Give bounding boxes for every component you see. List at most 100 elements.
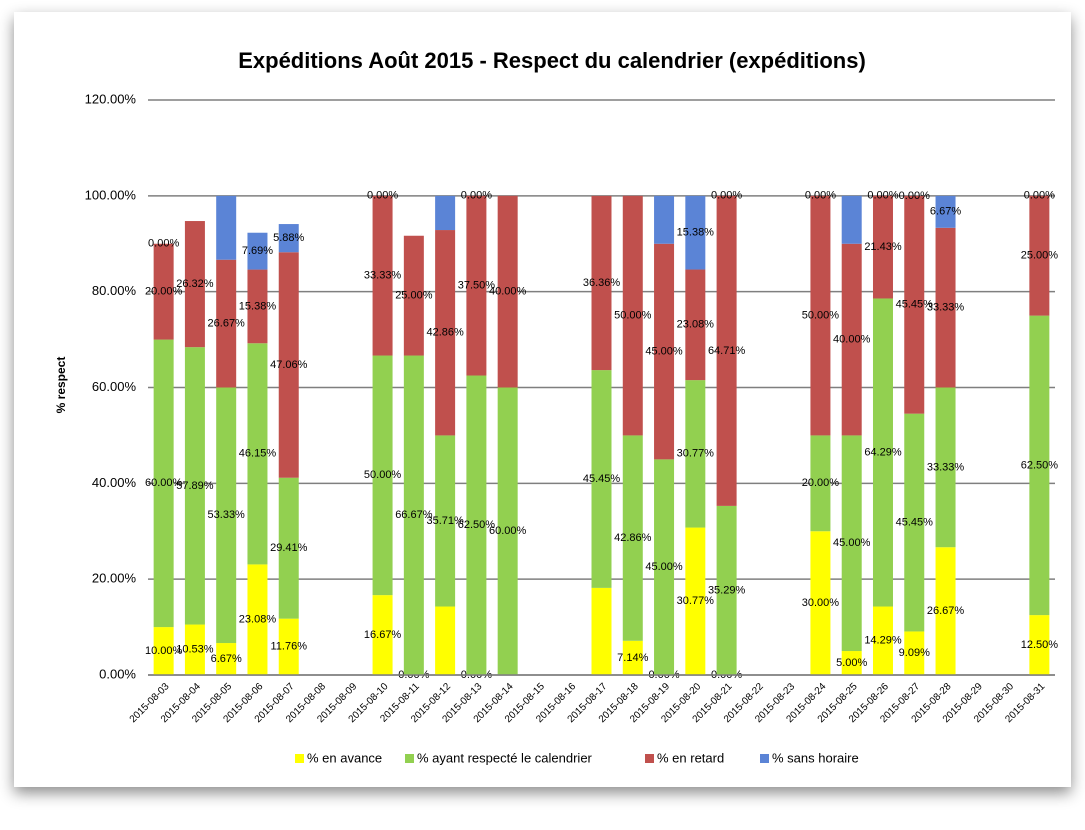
bar-segment [935, 195, 956, 228]
bar-segment [685, 527, 706, 675]
data-label: 33.33% [927, 461, 965, 473]
data-label: 62.50% [458, 519, 496, 531]
chart-title: Expéditions Août 2015 - Respect du calen… [238, 48, 866, 73]
data-label: 0.00% [148, 238, 179, 250]
bar-segment [654, 243, 675, 460]
data-label: 9.09% [899, 647, 930, 659]
bar-segment [497, 387, 518, 675]
bar-segment [435, 435, 456, 607]
data-label: 16.67% [364, 629, 402, 641]
data-label: 0.00% [1024, 190, 1055, 202]
bar-segment [872, 195, 893, 299]
data-label: 40.00% [833, 333, 871, 345]
bar-segment [184, 221, 205, 348]
data-label: 23.08% [239, 614, 277, 626]
bar-segment [216, 195, 237, 260]
data-label: 7.69% [242, 245, 273, 257]
data-label: 6.67% [211, 653, 242, 665]
data-label: 6.67% [930, 206, 961, 218]
data-label: 50.00% [802, 310, 840, 322]
data-label: 5.00% [836, 657, 867, 669]
bar-segment [716, 505, 737, 675]
bar-segment [435, 230, 456, 436]
data-label: 45.00% [645, 561, 683, 573]
data-label: 7.14% [617, 652, 648, 664]
data-label: 45.45% [896, 516, 934, 528]
data-label: 0.00% [711, 190, 742, 202]
bar-segment [278, 224, 299, 253]
bar-segment [216, 387, 237, 644]
y-tick-label: 20.00% [92, 571, 137, 586]
legend-label: % ayant respecté le calendrier [417, 750, 593, 765]
data-label: 26.67% [927, 605, 965, 617]
data-label: 53.33% [208, 509, 246, 521]
bar-segment [591, 587, 612, 675]
bar-segment [841, 243, 862, 436]
bar-segment [904, 195, 925, 414]
data-label: 64.29% [864, 446, 902, 458]
data-label: 33.33% [927, 302, 965, 314]
bar-segment [810, 195, 831, 436]
bar-segment [685, 380, 706, 528]
bar-segment [591, 370, 612, 588]
bar-segment [216, 643, 237, 675]
bar-segment [935, 387, 956, 548]
y-tick-label: 0.00% [99, 666, 136, 681]
legend-label: % en retard [657, 750, 724, 765]
y-tick-label: 100.00% [85, 187, 137, 202]
bar-segment [716, 195, 737, 506]
legend-swatch [295, 754, 304, 763]
data-label: 15.38% [239, 300, 277, 312]
bar-segment [935, 547, 956, 675]
bar-segment [1029, 315, 1050, 616]
bar-segment [497, 195, 518, 388]
data-label: 5.88% [273, 232, 304, 244]
bar-segment [1029, 195, 1050, 316]
data-label: 57.89% [176, 480, 214, 492]
bar-segment [247, 564, 268, 675]
data-label: 50.00% [364, 469, 402, 481]
bar-segment [278, 618, 299, 675]
bar-segment [841, 195, 862, 244]
data-label: 0.00% [867, 190, 898, 202]
bar-segment [872, 606, 893, 675]
legend-label: % sans horaire [772, 750, 859, 765]
data-label: 20.00% [145, 286, 183, 298]
bar-segment [372, 595, 393, 675]
y-tick-label: 120.00% [85, 91, 137, 106]
data-label: 30.00% [802, 597, 840, 609]
data-label: 30.77% [677, 595, 715, 607]
bar-segment [435, 195, 456, 231]
bar-segment [247, 343, 268, 565]
data-label: 60.00% [145, 477, 183, 489]
bar-segment [1029, 615, 1050, 675]
bar-segment [622, 640, 643, 675]
data-label: 45.45% [583, 473, 621, 485]
data-label: 35.29% [708, 584, 746, 596]
data-label: 64.71% [708, 345, 746, 357]
data-label: 30.77% [677, 448, 715, 460]
bar-segment [935, 227, 956, 388]
bar-segment [904, 631, 925, 675]
y-axis-label: % respect [54, 357, 68, 414]
bar-segment [904, 413, 925, 632]
bar-segment [466, 195, 487, 376]
bar-segment [685, 195, 706, 270]
data-label: 15.38% [677, 227, 715, 239]
data-label: 20.00% [802, 477, 840, 489]
bar-segment [403, 355, 424, 675]
data-label: 11.76% [270, 641, 307, 653]
bar-segment [654, 459, 675, 675]
data-label: 0.00% [367, 190, 398, 202]
bar-segment [153, 339, 174, 628]
bar-segment [841, 435, 862, 652]
bar-segment [466, 375, 487, 675]
data-label: 50.00% [614, 310, 652, 322]
data-label: 12.50% [1021, 639, 1059, 651]
data-label: 25.00% [395, 290, 433, 302]
bar-segment [872, 298, 893, 607]
legend-swatch [405, 754, 414, 763]
data-label: 66.67% [395, 509, 433, 521]
legend-label: % en avance [307, 750, 382, 765]
bar-segment [591, 195, 612, 371]
